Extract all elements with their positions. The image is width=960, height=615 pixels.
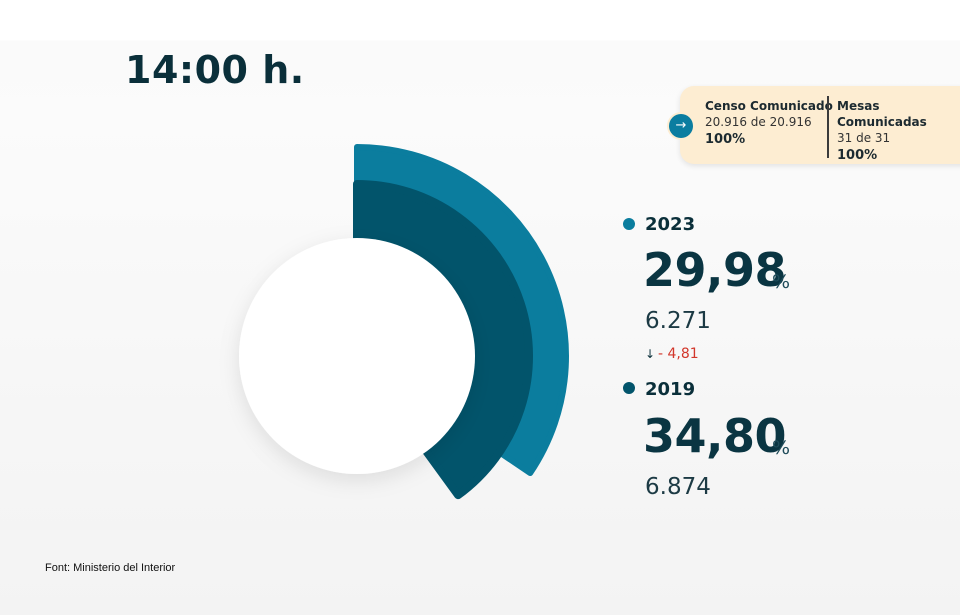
participation-radial-chart	[239, 144, 569, 500]
top-strip	[0, 0, 960, 40]
census-label: Censo Comunicado	[705, 99, 833, 113]
chart-center-circle	[239, 238, 475, 474]
source-note: Font: Ministerio del Interior	[45, 562, 176, 574]
series-2023-percent: 29,98	[643, 243, 787, 297]
tables-label: Mesas Comunicadas	[837, 99, 927, 129]
tables-detail: 31 de 31	[837, 131, 891, 145]
series-2019-votes: 6.874	[645, 474, 711, 500]
legend-dot-2023	[623, 218, 635, 230]
series-2023-votes: 6.271	[645, 308, 711, 334]
arrow-right-icon[interactable]: →	[669, 114, 693, 138]
series-2019-percent: 34,80	[643, 409, 787, 463]
series-2023-unit: %	[772, 271, 791, 293]
tables-block: Mesas Comunicadas 31 de 31 100%	[837, 98, 960, 164]
tables-percent: 100%	[837, 148, 878, 163]
info-card	[680, 86, 960, 164]
arrow-down-icon: ↓	[645, 347, 656, 361]
info-divider	[827, 96, 829, 158]
series-2023-year: 2023	[645, 214, 696, 235]
census-detail: 20.916 de 20.916	[705, 115, 812, 129]
series-2019-unit: %	[772, 437, 791, 459]
series-2019-year: 2019	[645, 379, 696, 400]
census-block: Censo Comunicado 20.916 de 20.916 100%	[705, 98, 833, 148]
difference-value: - 4,81	[658, 346, 699, 362]
census-percent: 100%	[705, 132, 746, 147]
legend-dot-2019	[623, 382, 635, 394]
time-title: 14:00 h.	[125, 48, 305, 92]
